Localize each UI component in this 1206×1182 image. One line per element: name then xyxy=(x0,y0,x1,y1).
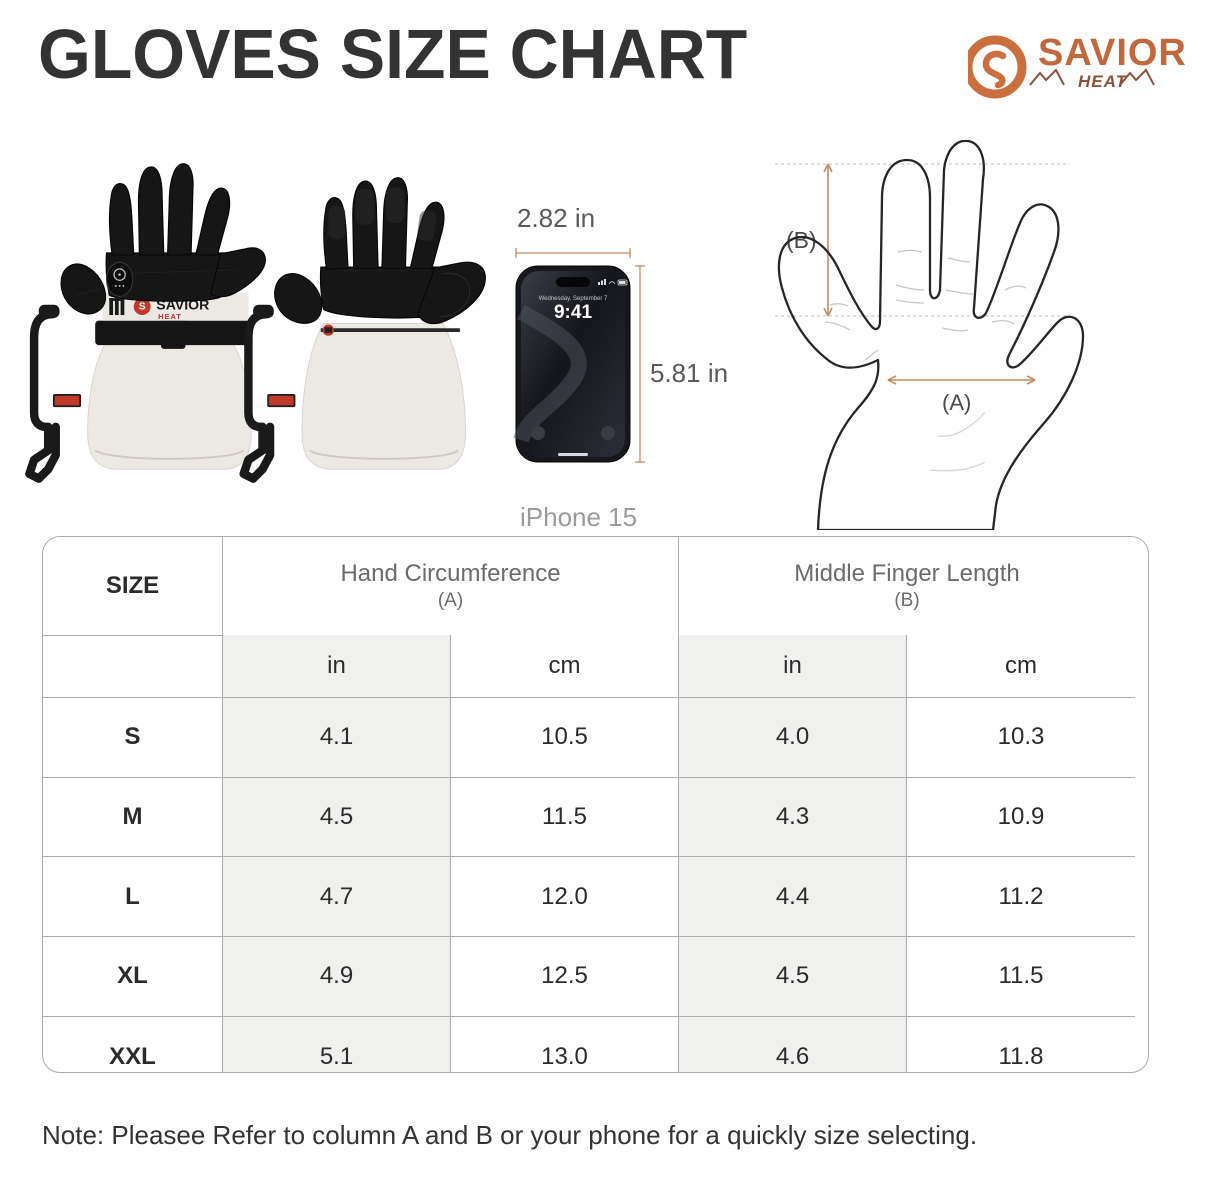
svg-text:9:41: 9:41 xyxy=(554,302,592,323)
svg-text:(A): (A) xyxy=(942,390,971,415)
svg-text:S: S xyxy=(139,301,146,312)
svg-text:HEAT: HEAT xyxy=(158,312,182,321)
